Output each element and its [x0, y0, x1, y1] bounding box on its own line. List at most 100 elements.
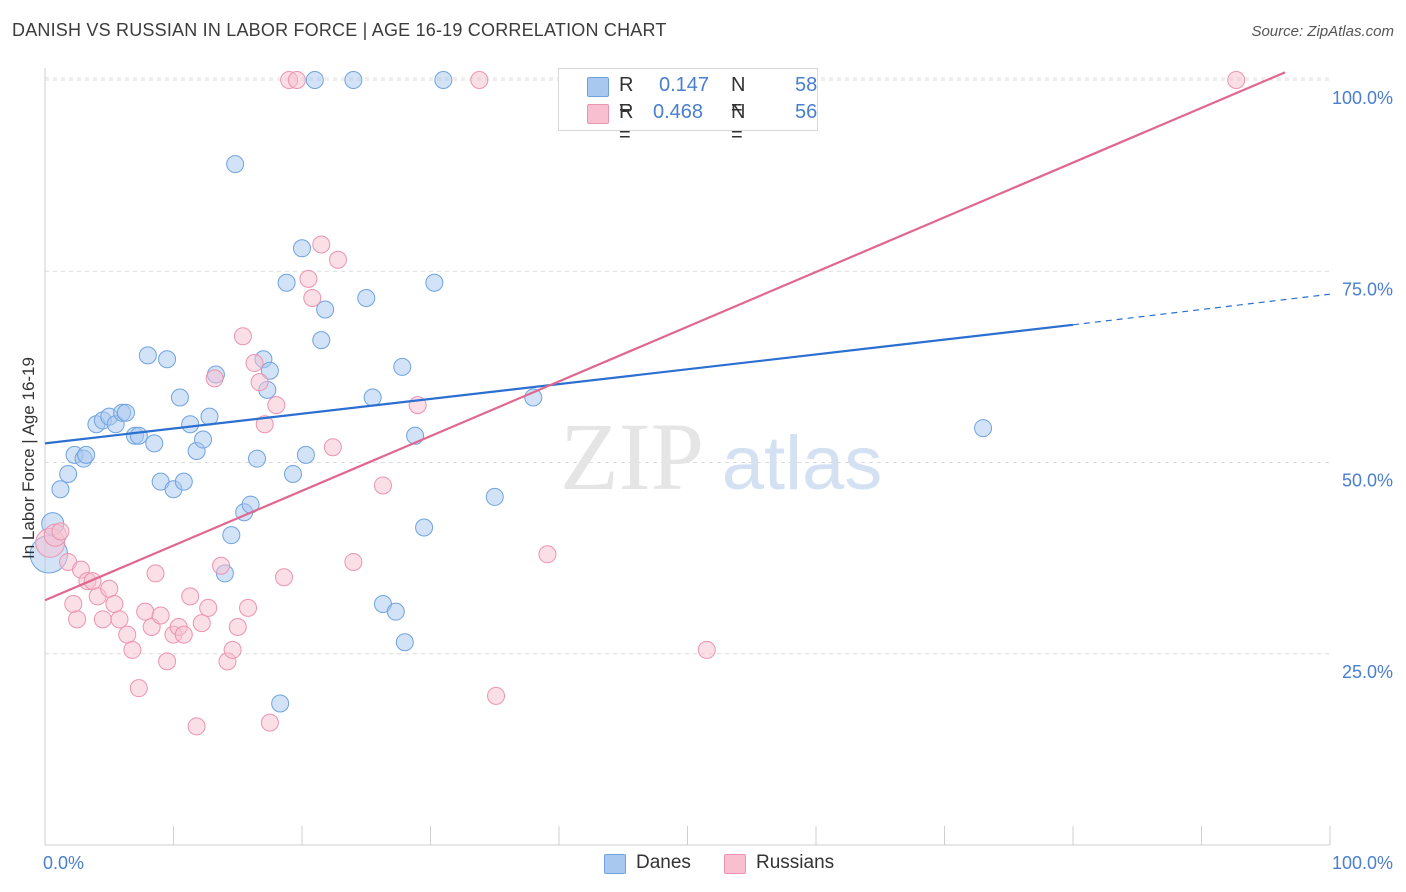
- russians-point-45: [303, 289, 322, 308]
- danes-r-label: R =: [619, 74, 634, 119]
- russians-points: [35, 71, 1246, 736]
- russians-point-16: [129, 679, 148, 698]
- danes-point-42: [312, 331, 331, 350]
- russians-point-37: [250, 373, 269, 392]
- russians-point-20: [151, 606, 170, 625]
- russians-point-53: [487, 686, 506, 705]
- russians-point-41: [275, 568, 294, 587]
- danes-point-6: [77, 445, 96, 464]
- russians-point-47: [323, 438, 342, 457]
- russians-point-24: [174, 625, 193, 644]
- russians-point-39: [260, 713, 279, 732]
- russians-point-33: [228, 617, 247, 636]
- russians-point-46: [312, 235, 331, 254]
- danes-point-53: [425, 273, 444, 292]
- russians-point-55: [697, 640, 716, 659]
- danes-point-24: [194, 430, 213, 449]
- danes-point-32: [248, 449, 267, 468]
- labels-layer: 25.0% 50.0% 75.0% 100.0% 0.0% 100.0% In Labor …: [19, 88, 1393, 873]
- danes-point-57: [974, 419, 993, 438]
- russians-point-56: [1227, 71, 1246, 89]
- russians-point-13: [110, 610, 129, 629]
- danes-point-46: [363, 388, 382, 407]
- russians-point-44: [299, 269, 318, 288]
- russians-legend-label: Russians: [756, 852, 835, 873]
- russians-r-value: 0.468: [653, 101, 704, 123]
- danes-point-43: [316, 300, 335, 319]
- russians-point-38: [255, 415, 274, 434]
- danes-point-21: [174, 472, 193, 491]
- russians-point-5: [68, 610, 87, 629]
- danes-point-15: [138, 346, 157, 365]
- danes-point-3: [59, 464, 78, 483]
- danes-r-value: 0.147: [659, 74, 710, 96]
- russians-trend-line: [44, 71, 1286, 602]
- danes-point-41: [305, 71, 324, 89]
- danes-point-22: [181, 415, 200, 434]
- danes-point-18: [158, 350, 177, 369]
- x-tick-label-max: 100.0%: [1332, 853, 1393, 873]
- x-tick-label-min: 0.0%: [43, 853, 84, 873]
- danes-point-38: [284, 464, 303, 483]
- russians-point-4: [64, 595, 83, 614]
- y-tick-label-50: 50.0%: [1342, 471, 1393, 491]
- russians-point-11: [100, 579, 119, 598]
- russians-point-49: [344, 552, 363, 571]
- russians-point-35: [239, 598, 258, 617]
- chart-title: DANISH VS RUSSIAN IN LABOR FORCE | AGE 1…: [12, 20, 667, 40]
- source-label: Source: ZipAtlas.com: [1251, 23, 1394, 40]
- danes-point-35: [260, 361, 279, 380]
- russians-point-40: [267, 396, 286, 415]
- danes-point-39: [293, 239, 311, 258]
- russians-legend-swatch: [724, 854, 746, 874]
- russians-point-32: [223, 640, 242, 659]
- russians-point-43: [287, 71, 306, 89]
- danes-point-16: [145, 434, 164, 453]
- russians-point-26: [187, 717, 206, 736]
- danes-n-label: N =: [731, 74, 746, 119]
- trend-layer: [44, 71, 1331, 602]
- russians-point-52: [470, 71, 489, 89]
- watermark-atlas: atlas: [722, 421, 883, 506]
- russians-swatch: [587, 104, 609, 124]
- danes-point-55: [485, 487, 504, 506]
- russians-point-19: [146, 564, 165, 583]
- russians-point-21: [158, 652, 177, 671]
- danes-point-44: [344, 71, 363, 89]
- y-tick-label-75: 75.0%: [1342, 279, 1393, 299]
- russians-point-2: [51, 522, 70, 541]
- danes-trend-line: [44, 323, 1074, 445]
- russians-point-54: [538, 545, 557, 564]
- russians-point-15: [123, 640, 142, 659]
- russians-point-29: [205, 369, 224, 388]
- danes-swatch: [587, 77, 609, 97]
- y-tick-label-100: 100.0%: [1332, 88, 1393, 108]
- danes-point-52: [415, 518, 434, 537]
- y-axis-label: In Labor Force | Age 16-19: [19, 357, 38, 559]
- russians-point-36: [245, 354, 264, 373]
- axes-layer: [44, 68, 1331, 846]
- russians-point-14: [118, 625, 137, 644]
- danes-point-45: [357, 289, 376, 308]
- danes-point-20: [170, 388, 189, 407]
- y-tick-label-25: 25.0%: [1342, 662, 1393, 682]
- russians-n-label: N =: [731, 101, 746, 146]
- russians-point-30: [212, 556, 231, 575]
- russians-point-25: [181, 587, 200, 606]
- russians-point-27: [192, 614, 211, 633]
- danes-n-value: 58: [795, 74, 818, 96]
- danes-point-14: [129, 426, 148, 445]
- danes-point-2: [51, 480, 70, 499]
- danes-legend-swatch: [604, 854, 626, 874]
- russians-point-10: [93, 610, 112, 629]
- danes-point-54: [434, 71, 453, 89]
- danes-point-25: [200, 407, 219, 426]
- danes-point-48: [386, 602, 405, 621]
- danes-point-28: [222, 526, 241, 545]
- danes-point-29: [226, 155, 245, 174]
- russians-r-label: R =: [619, 101, 634, 146]
- danes-trend-extension: [1072, 293, 1331, 326]
- danes-points: [29, 71, 993, 713]
- russians-n-value: 56: [795, 101, 818, 123]
